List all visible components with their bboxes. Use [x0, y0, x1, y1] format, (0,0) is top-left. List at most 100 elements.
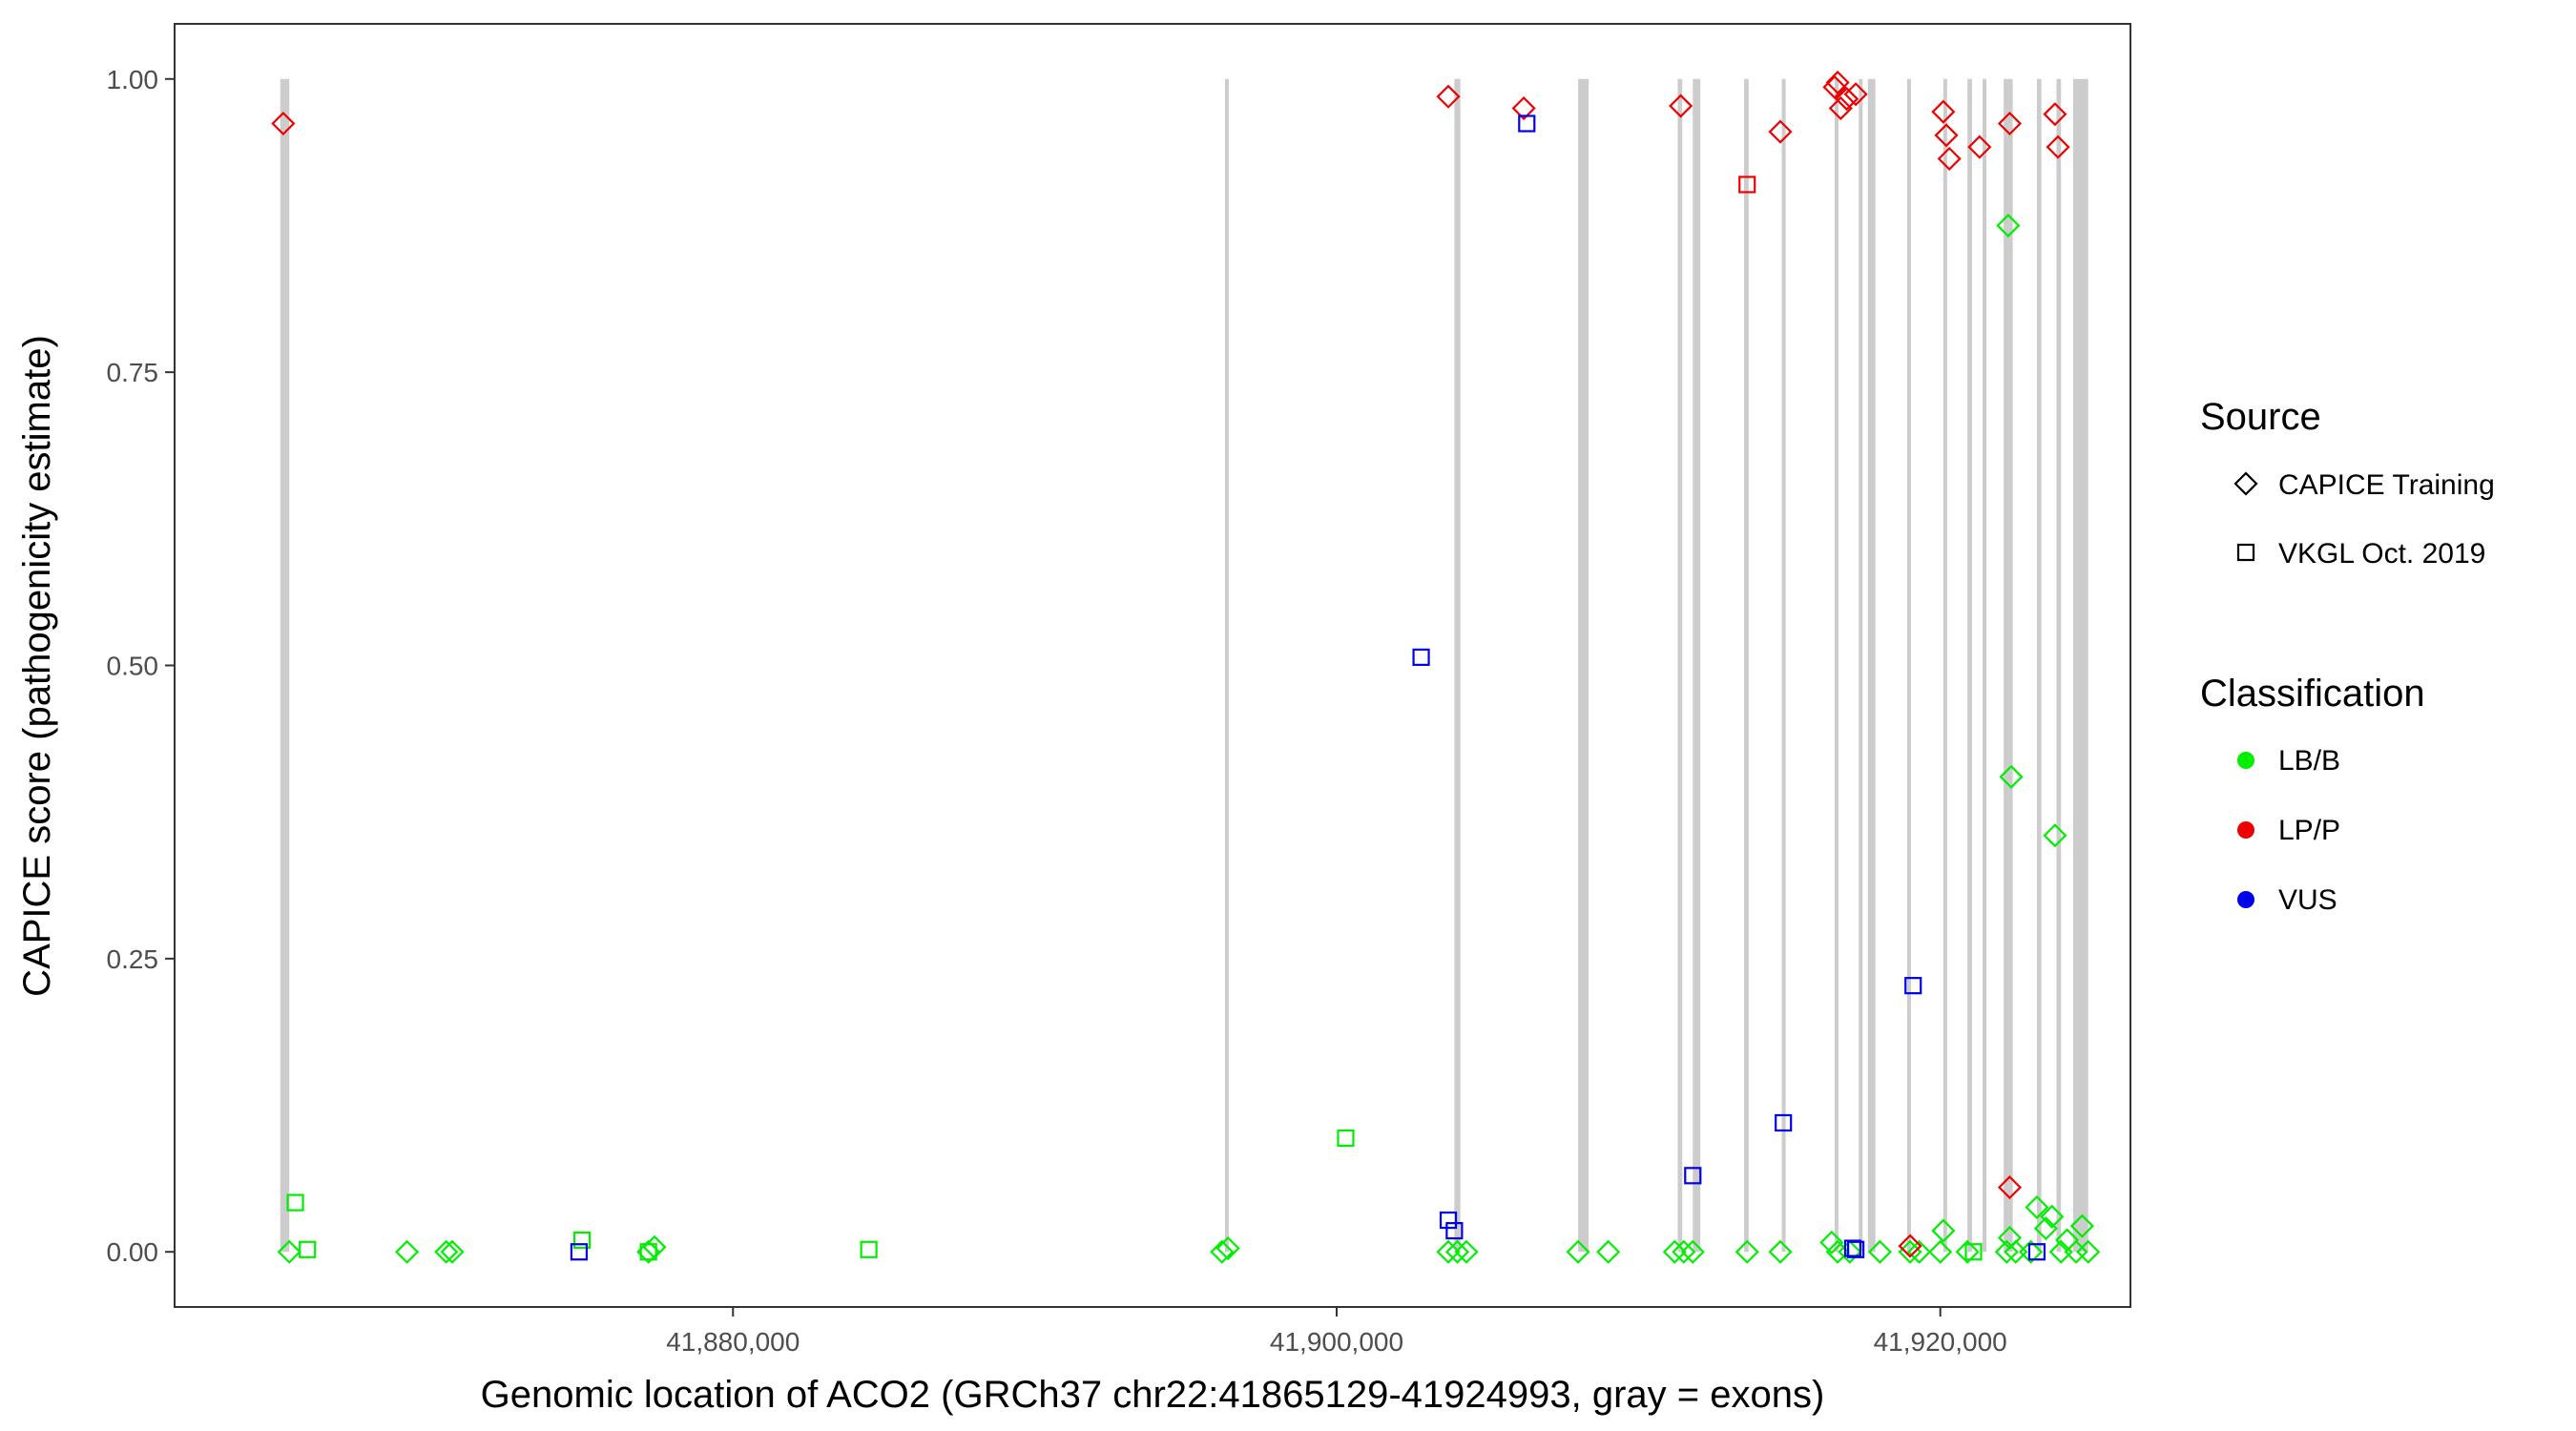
- data-point: [1937, 146, 1962, 171]
- data-point: [1904, 977, 1922, 995]
- legend-label-vus: VUS: [2278, 884, 2337, 916]
- exon-band: [1677, 78, 1683, 1253]
- legend-label-capice-training: CAPICE Training: [2278, 469, 2495, 501]
- data-point: [570, 1243, 589, 1261]
- data-point: [1210, 1239, 1235, 1264]
- exon-band: [2072, 78, 2088, 1253]
- data-point: [2064, 1239, 2088, 1264]
- data-point: [1867, 1239, 1892, 1264]
- data-point: [1931, 99, 1956, 124]
- exon-band: [1693, 78, 1701, 1253]
- legend-label-lbb: LB/B: [2278, 745, 2340, 777]
- data-point: [1768, 119, 1793, 144]
- exon-band: [1967, 78, 1972, 1253]
- exon-band: [1859, 78, 1863, 1253]
- data-point: [1672, 1239, 1696, 1264]
- data-point: [2046, 135, 2070, 159]
- data-point: [639, 1243, 657, 1261]
- data-point: [1662, 1239, 1687, 1264]
- y-tick-label: 0.00: [107, 1237, 159, 1267]
- legend-title-classification: Classification: [2200, 673, 2425, 715]
- data-point: [1735, 1239, 1759, 1264]
- data-point: [434, 1239, 459, 1264]
- data-point: [1843, 82, 1868, 107]
- legend-source-keys: [2233, 471, 2258, 562]
- data-point: [1680, 1239, 1705, 1264]
- legend-label-vkgl: VKGL Oct. 2019: [2278, 538, 2485, 570]
- exon-band: [2056, 78, 2062, 1253]
- data-point: [1445, 1221, 1464, 1240]
- legend-key-dot: [2237, 891, 2254, 908]
- data-point: [1931, 1218, 1956, 1243]
- y-axis-title: CAPICE score (pathogenicity estimate): [16, 335, 58, 997]
- data-point: [1898, 1234, 1922, 1258]
- data-point: [1994, 1239, 2019, 1264]
- data-point: [1436, 84, 1461, 109]
- y-tick-label: 1.00: [107, 65, 159, 94]
- exon-band: [1867, 78, 1876, 1253]
- data-point: [1454, 1239, 1479, 1264]
- data-point: [1566, 1239, 1590, 1264]
- data-point: [1775, 1113, 1793, 1132]
- data-point: [1684, 1167, 1702, 1185]
- y-tick-label: 0.50: [107, 652, 159, 681]
- data-point: [1439, 1211, 1458, 1230]
- data-point: [395, 1239, 420, 1264]
- x-tick-label: 41,900,000: [1270, 1327, 1403, 1357]
- exon-band: [2036, 78, 2042, 1253]
- data-point: [1934, 123, 1959, 148]
- data-point: [277, 1239, 301, 1264]
- data-point: [2043, 102, 2067, 127]
- data-point: [2040, 1204, 2065, 1229]
- legend-key-dot: [2237, 752, 2254, 769]
- data-point: [1669, 93, 1693, 118]
- y-tick-label: 0.75: [107, 358, 159, 387]
- data-point: [2043, 823, 2067, 848]
- data-point: [1825, 70, 1850, 95]
- data-point: [1215, 1235, 1240, 1261]
- data-point: [1997, 111, 2023, 136]
- data-point: [1847, 1240, 1865, 1258]
- data-point: [2027, 1243, 2046, 1261]
- exon-band: [1578, 78, 1589, 1253]
- data-point: [286, 1193, 304, 1212]
- data-point: [1738, 176, 1756, 194]
- exon-band: [280, 78, 290, 1253]
- data-point: [1819, 1230, 1844, 1255]
- data-point: [1999, 764, 2024, 789]
- data-point: [1828, 95, 1853, 121]
- data-point: [1838, 1239, 1862, 1264]
- data-point: [1436, 1239, 1461, 1264]
- data-point: [572, 1231, 592, 1250]
- data-point: [1511, 95, 1536, 121]
- exon-band: [1834, 78, 1839, 1253]
- data-point: [1996, 213, 2021, 238]
- data-point: [1337, 1129, 1355, 1148]
- data-point: [1928, 1239, 1953, 1264]
- data-point: [1835, 87, 1859, 112]
- legend: Source CAPICE Training VKGL Oct. 2019 Cl…: [2200, 396, 2495, 916]
- data-point: [1843, 1239, 1862, 1257]
- data-point: [1412, 648, 1430, 666]
- data-point: [1967, 135, 1992, 159]
- data-point: [1997, 1175, 2023, 1200]
- x-axis-ticks: 41,880,000 41,900,000 41,920,000: [666, 1307, 2007, 1357]
- data-point: [1768, 1239, 1793, 1264]
- exon-band: [1454, 78, 1461, 1253]
- exon-band: [2004, 78, 2013, 1253]
- legend-label-lpp: LP/P: [2278, 815, 2340, 846]
- exon-band: [1224, 78, 1229, 1253]
- legend-key-dot: [2237, 821, 2254, 839]
- data-point: [271, 111, 296, 136]
- exon-bands: [280, 78, 2088, 1253]
- data-points: [271, 70, 2101, 1264]
- data-point: [1906, 1239, 1932, 1264]
- exon-band: [1942, 78, 1947, 1253]
- data-point: [1596, 1239, 1621, 1264]
- exon-band: [1781, 78, 1786, 1253]
- legend-title-source: Source: [2200, 396, 2321, 438]
- data-point: [2076, 1239, 2101, 1264]
- data-point: [440, 1239, 465, 1264]
- x-tick-label: 41,880,000: [666, 1327, 800, 1357]
